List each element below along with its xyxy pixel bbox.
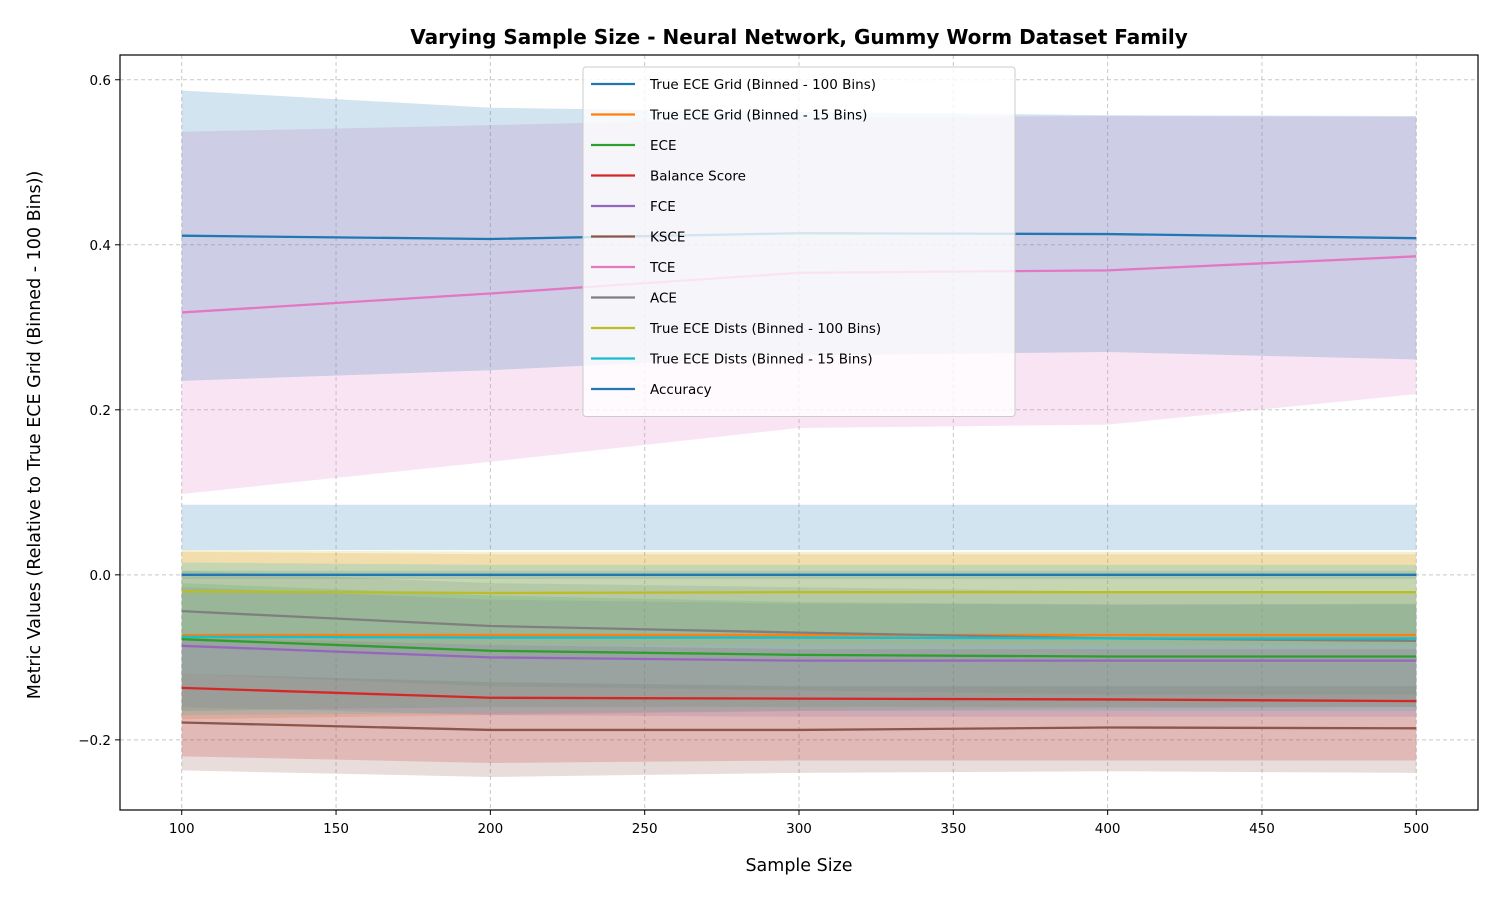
- series-band-4: [181, 587, 1417, 717]
- x-tick-label: 150: [323, 821, 349, 837]
- series-line-9: [181, 635, 1417, 640]
- legend-label: True ECE Grid (Binned - 100 Bins): [649, 77, 876, 93]
- series-line-2: [181, 638, 1417, 658]
- y-tick-label: 0.0: [90, 568, 111, 584]
- x-axis-label: Sample Size: [745, 856, 852, 876]
- series-line-3: [181, 686, 1417, 703]
- band-fill: [181, 504, 1417, 551]
- x-tick-label: 300: [786, 821, 812, 837]
- y-tick-label: 0.2: [90, 403, 111, 419]
- x-tick-label: 250: [632, 821, 658, 837]
- chart-title: Varying Sample Size - Neural Network, Gu…: [410, 25, 1188, 49]
- legend-label: FCE: [650, 199, 676, 215]
- legend-label: True ECE Dists (Binned - 15 Bins): [649, 352, 873, 368]
- x-tick-label: 350: [940, 821, 966, 837]
- series-band-9: [181, 562, 1417, 716]
- plot-area: 100 150 200 250 300 350 400 450 500 −0.2 0.0 0.2 0.4…: [78, 54, 1479, 837]
- y-tick-label: 0.4: [90, 238, 111, 254]
- legend-label: True ECE Dists (Binned - 100 Bins): [649, 321, 881, 337]
- legend-label: Balance Score: [650, 169, 746, 185]
- x-tick-label: 100: [169, 821, 195, 837]
- x-tick-label: 200: [477, 821, 503, 837]
- legend: True ECE Grid (Binned - 100 Bins) True EC…: [582, 66, 1016, 417]
- y-tick-label: 0.6: [90, 73, 111, 89]
- y-tick-label: −0.2: [78, 733, 111, 749]
- series-band-2: [181, 583, 1417, 711]
- y-axis-label: Metric Values (Relative to True ECE Grid…: [25, 171, 45, 700]
- legend-label: ECE: [650, 138, 677, 154]
- legend-label: Accuracy: [650, 382, 712, 398]
- series-line-8: [181, 590, 1417, 595]
- legend-box: [582, 66, 1016, 417]
- legend-label: TCE: [649, 260, 675, 276]
- legend-label: True ECE Grid (Binned - 15 Bins): [649, 108, 867, 124]
- series-band-3: [181, 636, 1417, 763]
- legend-label: KSCE: [650, 230, 685, 246]
- x-tick-label: 500: [1403, 821, 1429, 837]
- series-line-4: [181, 644, 1417, 662]
- x-tick-label: 400: [1095, 821, 1121, 837]
- legend-label: ACE: [650, 291, 677, 307]
- series-line-5: [181, 721, 1417, 732]
- x-tick-label: 450: [1249, 821, 1275, 837]
